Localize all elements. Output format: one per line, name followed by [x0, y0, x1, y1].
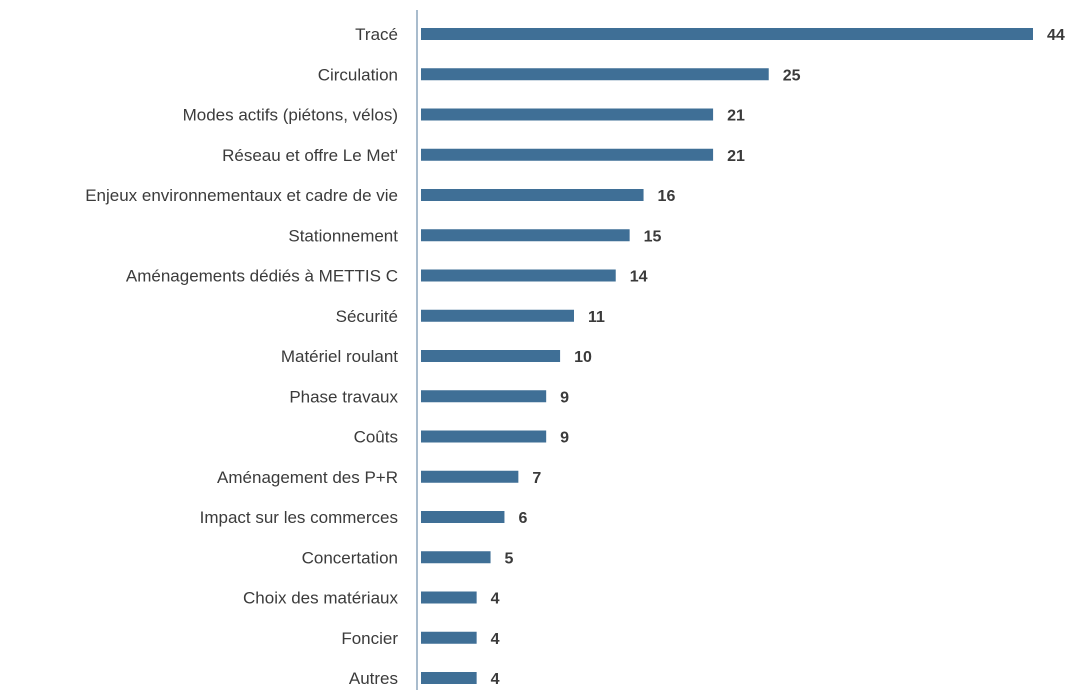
- value-label: 21: [727, 108, 745, 125]
- category-label: Aménagements dédiés à METTIS C: [126, 267, 398, 286]
- category-label: Autres: [349, 669, 398, 688]
- bar: [421, 108, 714, 121]
- value-label: 14: [630, 269, 648, 286]
- value-label: 16: [658, 188, 676, 205]
- value-label: 9: [560, 430, 569, 447]
- bar: [421, 390, 547, 403]
- bar: [421, 430, 547, 443]
- value-label: 9: [560, 389, 569, 406]
- category-label: Modes actifs (piétons, vélos): [183, 106, 398, 125]
- value-label: 5: [505, 550, 514, 567]
- value-label: 15: [644, 228, 662, 245]
- bar: [421, 511, 505, 523]
- value-label: 4: [491, 591, 500, 608]
- category-label: Coûts: [354, 428, 398, 447]
- value-label: 44: [1047, 27, 1065, 44]
- category-label: Phase travaux: [289, 387, 398, 406]
- bar: [421, 189, 644, 201]
- category-label: Stationnement: [288, 226, 398, 245]
- value-label: 10: [574, 349, 592, 366]
- bar: [421, 350, 561, 362]
- value-label: 4: [491, 631, 500, 648]
- bar: [421, 470, 519, 483]
- category-label: Concertation: [302, 548, 398, 567]
- bar: [421, 631, 477, 644]
- bar: [421, 148, 714, 161]
- category-label: Enjeux environnementaux et cadre de vie: [85, 186, 398, 205]
- bar: [421, 269, 616, 282]
- category-label: Impact sur les commerces: [200, 508, 398, 527]
- category-label: Tracé: [355, 25, 398, 44]
- value-label: 11: [588, 309, 605, 326]
- bar: [421, 591, 477, 604]
- bar: [421, 68, 769, 81]
- value-label: 4: [491, 671, 500, 688]
- bars-layer: [421, 28, 1033, 684]
- bar: [421, 28, 1033, 40]
- category-label: Foncier: [341, 629, 398, 648]
- category-label: Réseau et offre Le Met': [222, 146, 398, 165]
- category-label: Circulation: [318, 65, 398, 84]
- category-label: Choix des matériaux: [243, 589, 398, 608]
- bar: [421, 551, 491, 564]
- category-labels-layer: Tracé Circulation Modes actifs (piétons, v…: [85, 25, 398, 688]
- bar: [421, 229, 630, 242]
- category-label: Sécurité: [336, 307, 398, 326]
- value-label: 21: [727, 148, 745, 165]
- category-label: Matériel roulant: [281, 347, 398, 366]
- category-label: Aménagement des P+R: [217, 468, 398, 487]
- value-label: 7: [532, 470, 541, 487]
- bar: [421, 672, 477, 684]
- value-label: 6: [518, 510, 527, 527]
- value-label: 25: [783, 67, 801, 84]
- bar: [421, 309, 574, 322]
